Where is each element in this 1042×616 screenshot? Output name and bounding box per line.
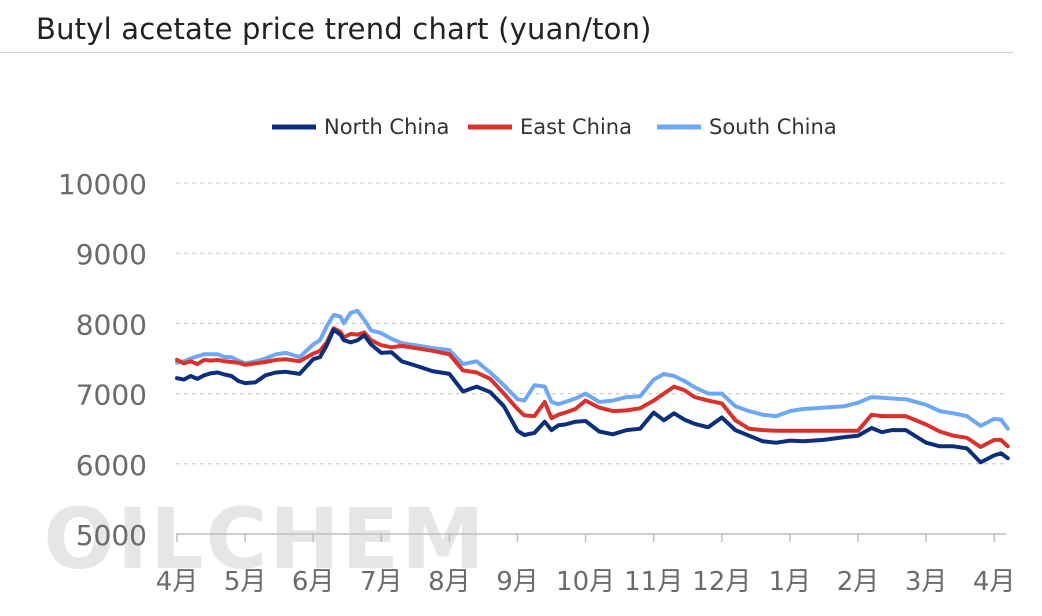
x-tick-label: 9月 <box>496 567 539 597</box>
legend-label-north-china: North China <box>324 115 449 139</box>
title-divider <box>0 52 1013 53</box>
x-tick-label: 4月 <box>156 567 199 597</box>
x-axis <box>176 533 1006 542</box>
x-tick-label: 12月 <box>692 567 751 597</box>
series-line-south-china <box>175 308 1010 431</box>
x-tick-label: 10月 <box>556 567 615 597</box>
series-line-north-china <box>175 327 1010 465</box>
y-tick-label: 5000 <box>76 519 147 552</box>
x-tick-label: 8月 <box>428 567 471 597</box>
grid-lines <box>176 182 1006 465</box>
legend-label-east-china: East China <box>520 115 632 139</box>
y-tick-label: 9000 <box>76 238 147 271</box>
x-tick-label: 11月 <box>624 567 683 597</box>
series-lines <box>175 308 1010 465</box>
y-tick-label: 8000 <box>76 308 147 341</box>
x-tick-label: 2月 <box>837 567 880 597</box>
page-title: Butyl acetate price trend chart (yuan/to… <box>36 12 652 46</box>
x-tick-label: 3月 <box>905 567 948 597</box>
y-tick-label: 7000 <box>76 379 147 412</box>
legend-label-south-china: South China <box>709 115 837 139</box>
watermark-oilchem: OILCHEM <box>43 490 486 588</box>
x-axis-ticks: 4月 5月 6月 7月 8月 9月 10月 11月 12月 1月 2月 3月 4月 <box>156 567 1016 597</box>
y-axis-ticks: 5000 6000 7000 8000 9000 10000 <box>58 168 147 552</box>
series-line-east-china <box>175 326 1010 449</box>
legend: North China East China South China <box>272 115 837 139</box>
x-tick-label: 5月 <box>224 567 267 597</box>
x-tick-label: 7月 <box>360 567 403 597</box>
x-tick-label: 4月 <box>973 567 1016 597</box>
y-tick-label: 10000 <box>58 168 147 201</box>
x-tick-label: 1月 <box>769 567 812 597</box>
x-tick-label: 6月 <box>292 567 335 597</box>
y-tick-label: 6000 <box>76 449 147 482</box>
